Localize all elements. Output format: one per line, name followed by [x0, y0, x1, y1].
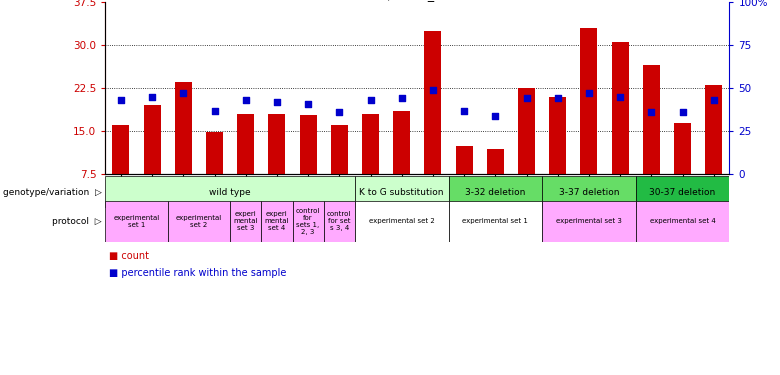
Bar	[612, 42, 629, 174]
Text: ■ count: ■ count	[109, 251, 149, 261]
Bar	[355, 176, 448, 208]
Text: experimental
set 2: experimental set 2	[176, 215, 222, 228]
Bar	[674, 123, 691, 174]
Point	[146, 94, 158, 100]
Point	[427, 87, 439, 93]
Bar	[105, 176, 355, 208]
Point	[707, 97, 720, 103]
Point	[395, 96, 408, 102]
Text: genotype/variation  ▷: genotype/variation ▷	[2, 188, 101, 196]
Text: ■ percentile rank within the sample: ■ percentile rank within the sample	[109, 268, 286, 278]
Point	[115, 97, 127, 103]
Text: protocol  ▷: protocol ▷	[51, 217, 101, 226]
Bar	[168, 201, 230, 242]
Point	[208, 108, 221, 114]
Text: 3-37 deletion: 3-37 deletion	[558, 188, 619, 196]
Text: control
for
sets 1,
2, 3: control for sets 1, 2, 3	[296, 208, 321, 235]
Text: experi
mental
set 4: experi mental set 4	[264, 211, 289, 231]
Bar	[542, 176, 636, 208]
Bar	[487, 148, 504, 174]
Point	[583, 90, 595, 96]
Text: experimental set 3: experimental set 3	[556, 218, 622, 224]
Bar	[331, 126, 348, 174]
Bar	[175, 82, 192, 174]
Bar	[230, 201, 261, 242]
Point	[239, 97, 252, 103]
Bar	[448, 176, 542, 208]
Bar	[237, 114, 254, 174]
Point	[271, 99, 283, 105]
Text: experi
mental
set 3: experi mental set 3	[233, 211, 258, 231]
Text: experimental set 2: experimental set 2	[369, 218, 434, 224]
Bar	[268, 114, 285, 174]
Bar	[206, 132, 223, 174]
Text: experimental
set 1: experimental set 1	[113, 215, 160, 228]
Text: K to G substitution: K to G substitution	[360, 188, 444, 196]
Bar	[424, 31, 441, 174]
Point	[364, 97, 377, 103]
Bar	[636, 201, 729, 242]
Bar	[324, 201, 355, 242]
Point	[302, 100, 314, 106]
Bar	[518, 88, 535, 174]
Bar	[144, 105, 161, 174]
Bar	[292, 201, 324, 242]
Text: experimental set 1: experimental set 1	[463, 218, 528, 224]
Text: 3-32 deletion: 3-32 deletion	[465, 188, 526, 196]
Bar	[300, 115, 317, 174]
Bar	[261, 201, 292, 242]
Bar	[355, 201, 448, 242]
Bar	[542, 201, 636, 242]
Bar	[362, 114, 379, 174]
Bar	[643, 65, 660, 174]
Point	[489, 113, 502, 119]
Bar	[580, 28, 597, 174]
Bar	[105, 201, 168, 242]
Point	[551, 96, 564, 102]
Bar	[456, 146, 473, 174]
Point	[458, 108, 470, 114]
Title: GDS2029 / 9967_at: GDS2029 / 9967_at	[325, 0, 447, 1]
Bar	[393, 111, 410, 174]
Bar	[448, 201, 542, 242]
Text: control
for set
s 3, 4: control for set s 3, 4	[327, 211, 352, 231]
Bar	[705, 85, 722, 174]
Text: wild type: wild type	[209, 188, 251, 196]
Point	[177, 90, 190, 96]
Point	[645, 109, 658, 115]
Bar	[636, 176, 729, 208]
Text: experimental set 4: experimental set 4	[650, 218, 715, 224]
Point	[333, 109, 346, 115]
Point	[520, 96, 533, 102]
Text: 30-37 deletion: 30-37 deletion	[650, 188, 715, 196]
Bar	[112, 126, 129, 174]
Bar	[549, 97, 566, 174]
Point	[614, 94, 626, 100]
Point	[676, 109, 689, 115]
